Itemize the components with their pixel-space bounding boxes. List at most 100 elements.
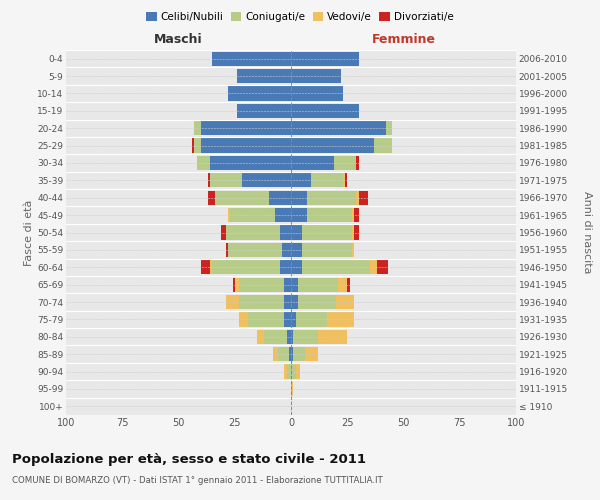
- Bar: [237, 104, 291, 118]
- Bar: [291, 121, 386, 136]
- Bar: [264, 330, 287, 344]
- Bar: [291, 243, 302, 257]
- Bar: [291, 382, 293, 396]
- Bar: [291, 138, 374, 152]
- Bar: [239, 278, 284, 292]
- Legend: Celibi/Nubili, Coniugati/e, Vedovi/e, Divorziati/e: Celibi/Nubili, Coniugati/e, Vedovi/e, Di…: [142, 8, 458, 26]
- Bar: [228, 243, 282, 257]
- Bar: [237, 69, 291, 83]
- Bar: [284, 364, 287, 378]
- Bar: [327, 312, 354, 326]
- Bar: [291, 86, 343, 101]
- Bar: [228, 208, 230, 222]
- Bar: [291, 347, 293, 362]
- Bar: [275, 208, 291, 222]
- Bar: [354, 226, 359, 239]
- Bar: [201, 260, 210, 274]
- Bar: [284, 312, 291, 326]
- Bar: [208, 173, 210, 188]
- Bar: [291, 278, 298, 292]
- Bar: [352, 226, 354, 239]
- Bar: [307, 190, 356, 205]
- Bar: [298, 278, 338, 292]
- Bar: [352, 208, 354, 222]
- Bar: [277, 347, 289, 362]
- Bar: [318, 330, 347, 344]
- Bar: [291, 156, 334, 170]
- Bar: [201, 138, 291, 152]
- Bar: [192, 138, 194, 152]
- Text: Popolazione per età, sesso e stato civile - 2011: Popolazione per età, sesso e stato civil…: [12, 452, 366, 466]
- Bar: [210, 260, 212, 274]
- Bar: [291, 330, 293, 344]
- Bar: [233, 278, 235, 292]
- Bar: [257, 330, 264, 344]
- Bar: [208, 190, 215, 205]
- Bar: [291, 190, 307, 205]
- Bar: [336, 295, 354, 309]
- Bar: [291, 364, 296, 378]
- Bar: [194, 138, 201, 152]
- Bar: [226, 243, 228, 257]
- Bar: [302, 226, 352, 239]
- Bar: [201, 121, 291, 136]
- Bar: [293, 347, 305, 362]
- Bar: [235, 278, 239, 292]
- Bar: [305, 347, 318, 362]
- Bar: [239, 312, 248, 326]
- Bar: [215, 190, 269, 205]
- Bar: [282, 243, 291, 257]
- Bar: [386, 121, 392, 136]
- Bar: [356, 190, 359, 205]
- Bar: [239, 295, 284, 309]
- Bar: [241, 173, 291, 188]
- Bar: [347, 278, 349, 292]
- Text: COMUNE DI BOMARZO (VT) - Dati ISTAT 1° gennaio 2011 - Elaborazione TUTTITALIA.IT: COMUNE DI BOMARZO (VT) - Dati ISTAT 1° g…: [12, 476, 383, 485]
- Y-axis label: Anni di nascita: Anni di nascita: [582, 191, 592, 274]
- Bar: [210, 156, 291, 170]
- Bar: [226, 226, 280, 239]
- Bar: [291, 69, 341, 83]
- Bar: [293, 330, 318, 344]
- Bar: [296, 312, 327, 326]
- Bar: [287, 330, 291, 344]
- Bar: [356, 156, 359, 170]
- Bar: [296, 364, 300, 378]
- Bar: [334, 156, 356, 170]
- Bar: [284, 295, 291, 309]
- Bar: [197, 156, 210, 170]
- Bar: [269, 190, 291, 205]
- Bar: [291, 104, 359, 118]
- Bar: [248, 312, 284, 326]
- Bar: [345, 173, 347, 188]
- Bar: [289, 347, 291, 362]
- Bar: [228, 86, 291, 101]
- Bar: [354, 208, 359, 222]
- Text: Maschi: Maschi: [154, 34, 203, 46]
- Bar: [377, 260, 388, 274]
- Bar: [291, 260, 302, 274]
- Bar: [338, 278, 347, 292]
- Bar: [343, 173, 345, 188]
- Bar: [302, 260, 370, 274]
- Bar: [273, 347, 277, 362]
- Bar: [284, 278, 291, 292]
- Bar: [212, 52, 291, 66]
- Bar: [210, 173, 241, 188]
- Text: Femmine: Femmine: [371, 34, 436, 46]
- Bar: [212, 260, 280, 274]
- Bar: [287, 364, 291, 378]
- Bar: [230, 208, 275, 222]
- Bar: [291, 226, 302, 239]
- Bar: [352, 243, 354, 257]
- Bar: [298, 295, 336, 309]
- Bar: [280, 226, 291, 239]
- Bar: [194, 121, 201, 136]
- Bar: [374, 138, 392, 152]
- Bar: [291, 208, 307, 222]
- Bar: [291, 173, 311, 188]
- Bar: [370, 260, 377, 274]
- Bar: [291, 52, 359, 66]
- Bar: [280, 260, 291, 274]
- Y-axis label: Fasce di età: Fasce di età: [24, 200, 34, 266]
